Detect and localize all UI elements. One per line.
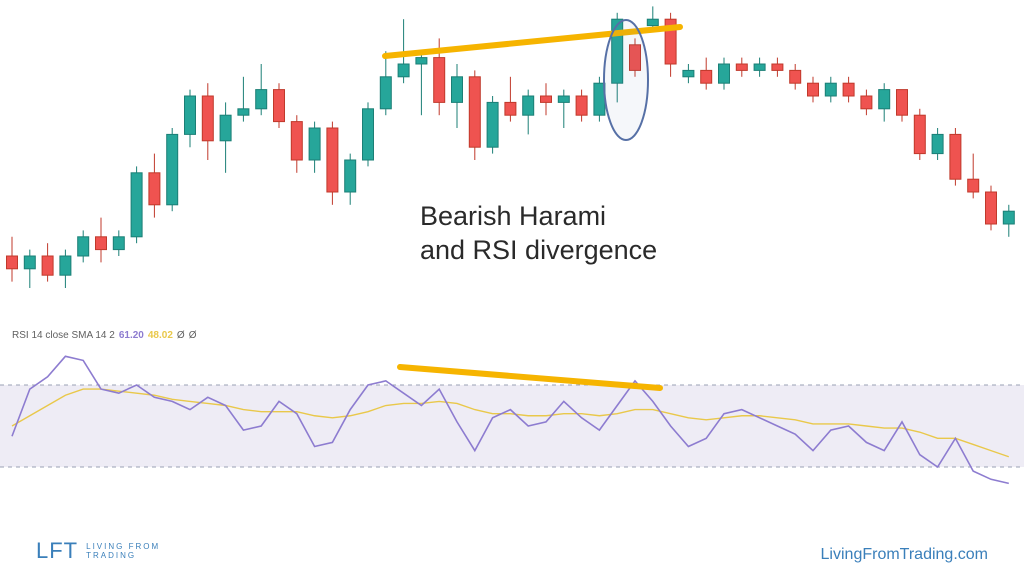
logo: LFT LIVING FROM TRADING: [36, 538, 160, 564]
chart-container: Bearish Harami and RSI divergence RSI 14…: [0, 0, 1024, 576]
logo-abbr: LFT: [36, 538, 78, 564]
footer: LFT LIVING FROM TRADING LivingFromTradin…: [36, 538, 988, 564]
annotation-overlay: [0, 0, 1024, 576]
site-url: LivingFromTrading.com: [821, 546, 988, 564]
logo-text: LIVING FROM TRADING: [86, 542, 160, 560]
logo-line1: LIVING FROM: [86, 542, 160, 551]
logo-line2: TRADING: [86, 551, 160, 560]
